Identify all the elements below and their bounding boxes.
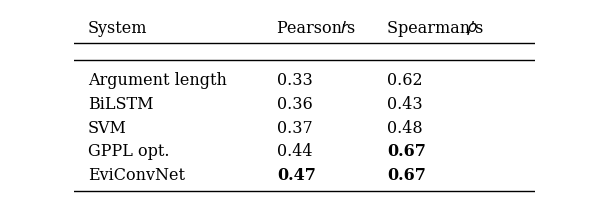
Text: 0.47: 0.47 xyxy=(277,167,315,184)
Text: Pearson’s: Pearson’s xyxy=(277,20,360,37)
Text: 0.67: 0.67 xyxy=(387,143,426,160)
Text: 0.44: 0.44 xyxy=(277,143,312,160)
Text: 0.37: 0.37 xyxy=(277,119,312,137)
Text: 0.33: 0.33 xyxy=(277,72,312,89)
Text: 0.62: 0.62 xyxy=(387,72,423,89)
Text: 0.67: 0.67 xyxy=(387,167,426,184)
Text: SVM: SVM xyxy=(88,119,127,137)
Text: $r$: $r$ xyxy=(340,20,349,37)
Text: System: System xyxy=(88,20,147,37)
Text: BiLSTM: BiLSTM xyxy=(88,96,154,113)
Text: GPPL opt.: GPPL opt. xyxy=(88,143,169,160)
Text: 0.43: 0.43 xyxy=(387,96,423,113)
Text: Spearman’s: Spearman’s xyxy=(387,20,489,37)
Text: $\rho$: $\rho$ xyxy=(466,20,478,37)
Text: 0.48: 0.48 xyxy=(387,119,423,137)
Text: EviConvNet: EviConvNet xyxy=(88,167,185,184)
Text: Argument length: Argument length xyxy=(88,72,227,89)
Text: 0.36: 0.36 xyxy=(277,96,312,113)
